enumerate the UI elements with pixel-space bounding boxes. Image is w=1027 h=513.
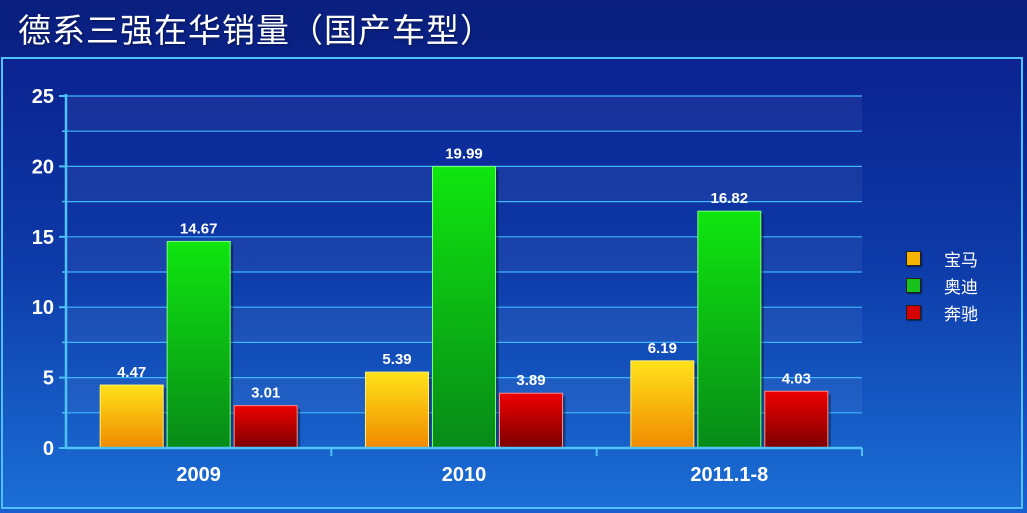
bar	[166, 240, 231, 449]
bar-value-label: 5.39	[382, 351, 411, 368]
x-tick-label: 2010	[442, 464, 487, 486]
bar-value-label: 3.89	[516, 372, 545, 389]
legend-item-series-2: 奔驰	[906, 299, 978, 326]
y-tick-label: 5	[43, 368, 54, 390]
slide-title: 德系三强在华销量（国产车型）	[18, 11, 494, 50]
y-tick-label: 20	[32, 156, 54, 178]
legend: 宝马 奥迪 奔驰	[906, 245, 978, 326]
bar	[630, 360, 695, 449]
legend-swatch-1	[906, 278, 921, 293]
legend-item-series-0: 宝马	[906, 245, 978, 272]
bar-value-label: 6.19	[648, 340, 677, 357]
x-tick-label: 2011.1-8	[690, 464, 768, 486]
bar-value-label: 3.01	[251, 385, 280, 402]
y-tick-label: 10	[32, 297, 54, 319]
y-tick-label: 15	[32, 227, 54, 249]
bar-value-label: 14.67	[180, 220, 218, 237]
bar-value-label: 4.03	[782, 370, 811, 387]
legend-swatch-2	[906, 305, 921, 320]
bar	[697, 210, 762, 449]
bar	[365, 371, 429, 449]
bar-value-label: 4.47	[117, 364, 146, 381]
bar	[499, 392, 563, 449]
bar	[233, 405, 298, 449]
labels: 4.47 14.67 3.01 2009 5.39 19.99 3.89 2010 6.19 16…	[117, 146, 811, 486]
x-tick-label: 2009	[176, 464, 221, 486]
bar-value-label: 16.82	[711, 190, 749, 207]
bar	[432, 166, 496, 449]
bar	[764, 390, 829, 449]
y-tick-label: 0	[43, 438, 54, 460]
legend-item-series-1: 奥迪	[906, 272, 978, 299]
grid-band	[66, 96, 862, 132]
y-tick-label: 25	[32, 86, 54, 108]
bar	[99, 384, 164, 449]
legend-label-2: 奔驰	[944, 305, 978, 325]
legend-swatch-0	[906, 251, 921, 266]
axes: 0 5 10 15 20 25	[32, 86, 863, 460]
bar-value-label: 19.99	[445, 146, 483, 163]
legend-label-1: 奥迪	[944, 278, 978, 298]
legend-label-0: 宝马	[944, 251, 978, 271]
bars	[99, 166, 831, 449]
